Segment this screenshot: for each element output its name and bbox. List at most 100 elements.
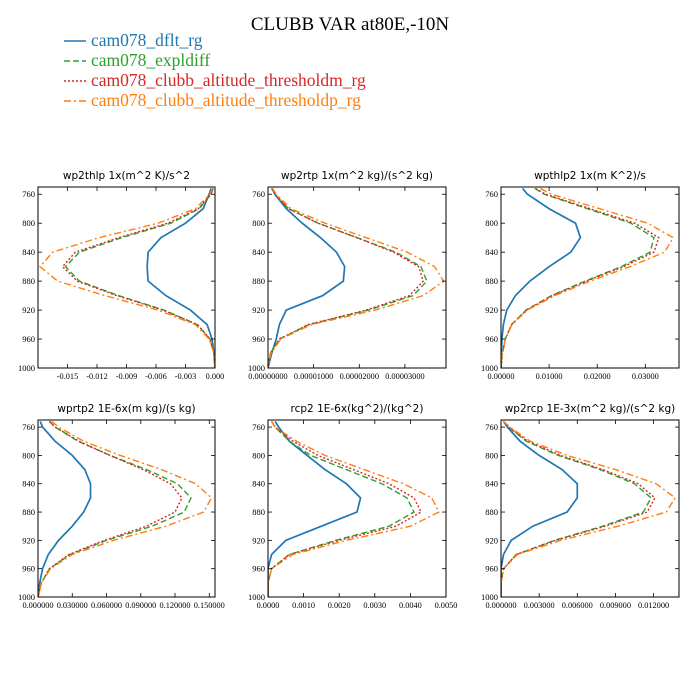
y-tick-label: 1000 xyxy=(481,592,498,602)
legend-label-3: cam078_clubb_altitude_thresholdp_rg xyxy=(91,90,361,110)
y-tick-label: 960 xyxy=(22,334,35,344)
x-tick-label: -0.012 xyxy=(86,372,107,381)
x-tick-label: 0.060000 xyxy=(91,601,122,610)
panel-title: wp2thlp 1x(m^2 K)/s^2 xyxy=(63,170,190,182)
panel-title: wp2rcp 1E-3x(m^2 kg)/(s^2 kg) xyxy=(505,403,676,415)
y-tick-label: 760 xyxy=(252,422,265,432)
x-tick-label: 0.0010 xyxy=(292,601,315,610)
y-tick-label: 800 xyxy=(252,450,265,460)
x-tick-label: 0.0000 xyxy=(257,601,280,610)
y-tick-label: 840 xyxy=(485,479,498,489)
x-tick-label: 0.150000 xyxy=(194,601,225,610)
series-line-2 xyxy=(38,420,183,597)
y-tick-label: 880 xyxy=(22,507,35,517)
series-line-3 xyxy=(268,188,445,368)
plot-frame xyxy=(267,419,447,598)
series-line-0 xyxy=(501,420,579,597)
panel-1: wp2rtp 1x(m^2 kg)/(s^2 kg) 760 800 840 880 92… xyxy=(248,170,447,381)
x-tick-label: 0.00003000 xyxy=(385,372,424,381)
plot-frame xyxy=(500,186,680,369)
y-tick-label: 920 xyxy=(485,535,498,545)
series-line-0 xyxy=(501,187,582,368)
series-line-1 xyxy=(64,188,215,368)
series-line-1 xyxy=(268,421,415,597)
legend: cam078_dflt_rgcam078_expldiffcam078_club… xyxy=(64,30,366,110)
y-tick-label: 960 xyxy=(485,334,498,344)
panel-title: wprtp2 1E-6x(m kg)/(s kg) xyxy=(57,403,195,415)
series-line-2 xyxy=(501,187,660,368)
x-tick-label: 0.003000 xyxy=(524,601,555,610)
x-tick-label: 0.00000000 xyxy=(248,372,287,381)
y-tick-label: 960 xyxy=(485,564,498,574)
y-tick-label: 1000 xyxy=(18,363,35,373)
series-line-3 xyxy=(501,187,675,368)
y-tick-label: 920 xyxy=(485,305,498,315)
x-tick-label: 0.006000 xyxy=(562,601,593,610)
series-line-2 xyxy=(61,188,215,368)
series-line-3 xyxy=(38,188,215,368)
y-tick-label: 1000 xyxy=(18,592,35,602)
y-tick-label: 880 xyxy=(252,507,265,517)
x-tick-label: 0.0050 xyxy=(435,601,458,610)
y-tick-label: 840 xyxy=(22,479,35,489)
y-tick-label: 1000 xyxy=(481,363,498,373)
x-tick-label: 0.000000 xyxy=(22,601,53,610)
series-line-2 xyxy=(268,188,424,368)
panel-2: wpthlp2 1x(m K^2)/s 760 800 840 880 920 960 100… xyxy=(481,170,680,381)
x-tick-label: 0.000 xyxy=(206,372,225,381)
y-tick-label: 760 xyxy=(485,422,498,432)
panel-title: rcp2 1E-6x(kg^2)/(kg^2) xyxy=(291,403,424,415)
legend-label-2: cam078_clubb_altitude_thresholdm_rg xyxy=(91,70,366,90)
y-tick-label: 800 xyxy=(252,218,265,228)
series-line-1 xyxy=(501,420,652,597)
panel-3: wprtp2 1E-6x(m kg)/(s kg) 760 800 840 880 920… xyxy=(18,403,225,610)
plot-frame xyxy=(37,419,216,598)
x-tick-label: 0.120000 xyxy=(159,601,190,610)
series-line-0 xyxy=(268,420,362,597)
panel-title: wp2rtp 1x(m^2 kg)/(s^2 kg) xyxy=(281,170,433,182)
x-tick-label: 0.009000 xyxy=(600,601,631,610)
series-line-2 xyxy=(268,421,423,597)
plot-frame xyxy=(267,186,447,369)
legend-label-1: cam078_expldiff xyxy=(91,50,210,70)
x-tick-label: 0.0030 xyxy=(363,601,386,610)
y-tick-label: 880 xyxy=(22,276,35,286)
x-tick-label: 0.01000 xyxy=(536,372,563,381)
series-line-0 xyxy=(268,188,346,368)
series-line-0 xyxy=(146,188,215,368)
y-tick-label: 800 xyxy=(485,450,498,460)
x-tick-label: 0.0040 xyxy=(399,601,422,610)
series-line-1 xyxy=(501,187,655,368)
panel-title: wpthlp2 1x(m K^2)/s xyxy=(534,170,646,182)
x-tick-label: 0.000000 xyxy=(485,601,516,610)
x-tick-label: -0.015 xyxy=(57,372,78,381)
x-tick-label: 0.00000 xyxy=(488,372,515,381)
x-tick-label: -0.006 xyxy=(145,372,166,381)
y-tick-label: 880 xyxy=(485,276,498,286)
x-tick-label: 0.030000 xyxy=(57,601,88,610)
series-line-3 xyxy=(501,420,677,597)
y-tick-label: 960 xyxy=(22,564,35,574)
panel-4: rcp2 1E-6x(kg^2)/(kg^2) 760 800 840 880 920 96… xyxy=(248,403,457,610)
y-tick-label: 1000 xyxy=(248,592,265,602)
series-line-1 xyxy=(38,420,192,597)
y-tick-label: 760 xyxy=(22,189,35,199)
y-tick-label: 760 xyxy=(252,189,265,199)
plot-frame xyxy=(500,419,680,598)
series-line-2 xyxy=(501,420,656,597)
y-tick-label: 840 xyxy=(252,247,265,257)
x-tick-label: -0.003 xyxy=(175,372,196,381)
y-tick-label: 1000 xyxy=(248,363,265,373)
page-title: CLUBB VAR at80E,-10N xyxy=(251,14,450,35)
y-tick-label: 800 xyxy=(485,218,498,228)
panel-0: wp2thlp 1x(m^2 K)/s^2 760 800 840 880 920 960 1… xyxy=(18,170,224,381)
y-tick-label: 920 xyxy=(22,535,35,545)
x-tick-label: 0.090000 xyxy=(125,601,156,610)
y-tick-label: 960 xyxy=(252,564,265,574)
y-tick-label: 840 xyxy=(485,247,498,257)
panel-5: wp2rcp 1E-3x(m^2 kg)/(s^2 kg) 760 800 840 88… xyxy=(481,403,680,610)
y-tick-label: 760 xyxy=(485,189,498,199)
x-tick-label: 0.012000 xyxy=(638,601,669,610)
series-line-3 xyxy=(38,420,213,597)
